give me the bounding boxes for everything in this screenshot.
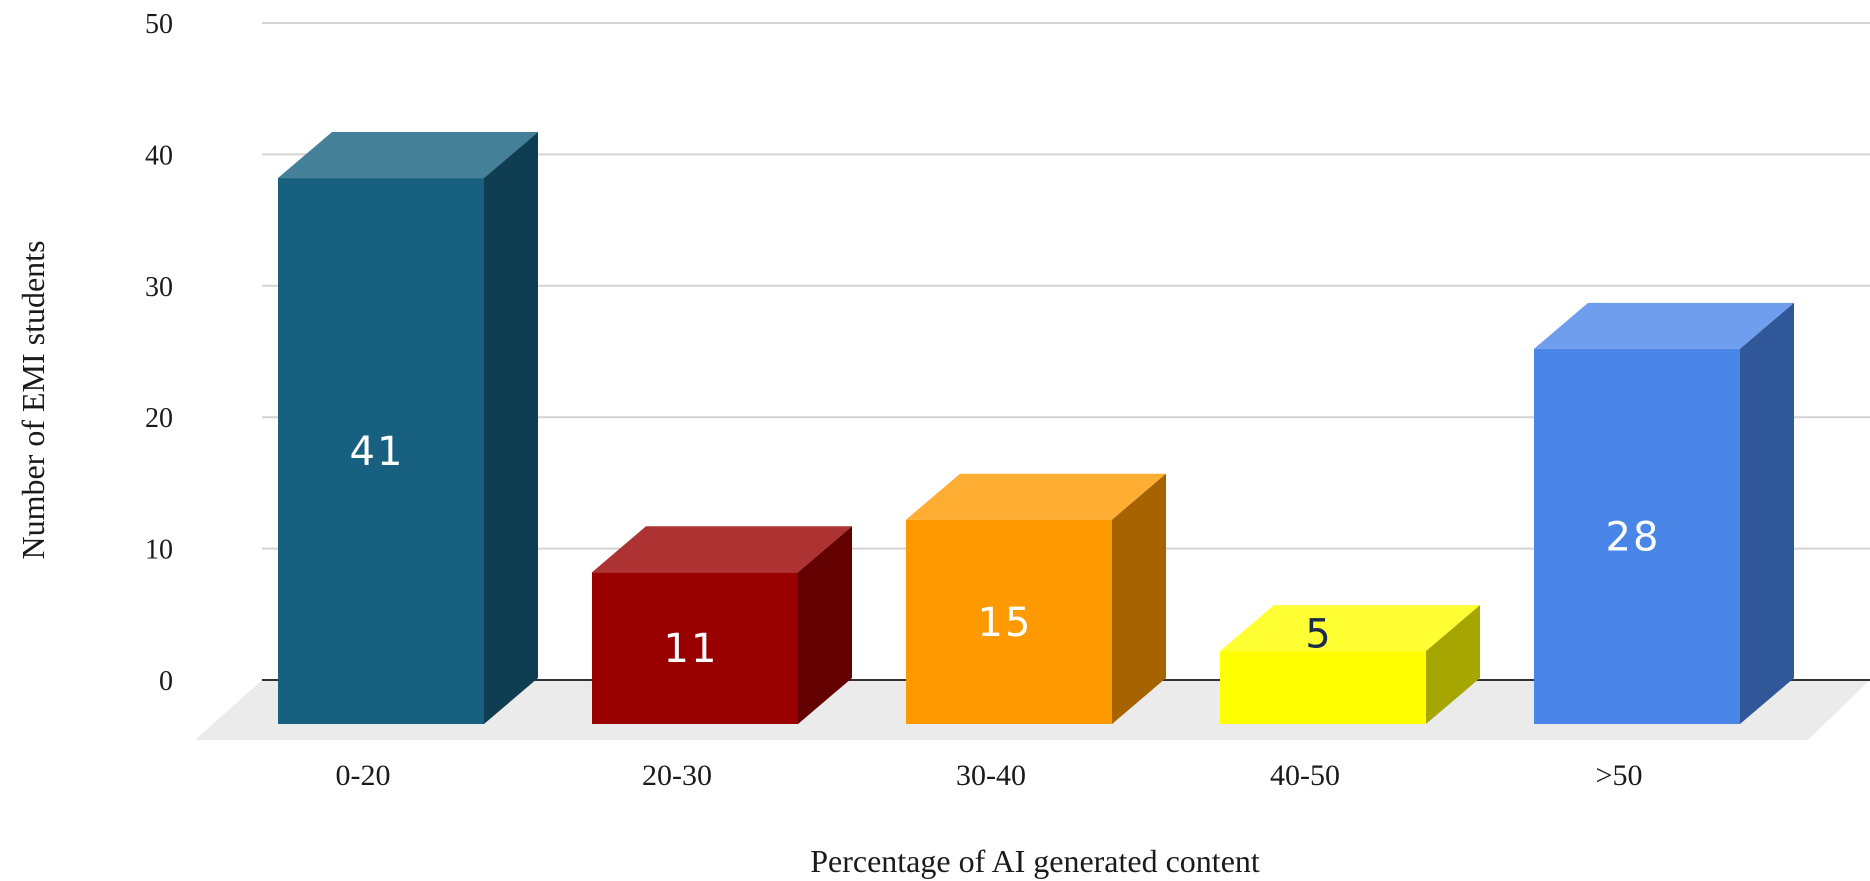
data-label: 15 [978, 600, 1033, 646]
bar-top [1534, 302, 1794, 349]
bar-20-30: 11 [592, 526, 852, 724]
x-tick-label: 40-50 [1270, 759, 1340, 792]
data-label: 5 [1305, 612, 1332, 658]
y-tick-label: 10 [145, 535, 173, 566]
bar-front [1534, 348, 1740, 724]
y-tick-label: 20 [145, 403, 173, 434]
bar-side [1740, 302, 1794, 724]
bar-0-20: 41 [278, 132, 538, 724]
x-axis-ticks: 0-20 20-30 30-40 40-50 >50 [336, 759, 1643, 792]
bar-side [798, 526, 852, 724]
bar-front [1220, 651, 1426, 724]
y-tick-label: 40 [145, 140, 173, 171]
x-tick-label: 20-30 [642, 759, 712, 792]
bar-front [278, 178, 484, 724]
data-label: 41 [350, 429, 405, 475]
bar-front [592, 572, 798, 724]
bar->50: 28 [1534, 302, 1794, 724]
bar-30-40: 15 [906, 473, 1166, 724]
bar-top [592, 526, 852, 573]
bar-side [1426, 605, 1480, 724]
y-tick-label: 50 [145, 9, 173, 40]
bars: 41 11 15 5 28 [278, 132, 1794, 724]
bar-side [1112, 473, 1166, 724]
x-axis-title: Percentage of AI generated content [810, 843, 1260, 879]
x-tick-label: 0-20 [336, 759, 391, 792]
data-label: 11 [664, 626, 719, 672]
bar-top [278, 132, 538, 179]
bar-front [906, 519, 1112, 724]
y-axis-ticks: 0 10 20 30 40 50 [145, 9, 173, 697]
x-tick-label: >50 [1596, 759, 1643, 792]
bar-top [906, 473, 1166, 520]
y-axis-title: Number of EMI students [15, 240, 51, 559]
x-tick-label: 30-40 [956, 759, 1026, 792]
y-tick-label: 0 [159, 666, 173, 697]
bar-top [1220, 605, 1480, 652]
bar-side [484, 132, 538, 724]
y-tick-label: 30 [145, 272, 173, 303]
data-label: 28 [1606, 514, 1661, 560]
bar-40-50: 5 [1220, 605, 1480, 724]
